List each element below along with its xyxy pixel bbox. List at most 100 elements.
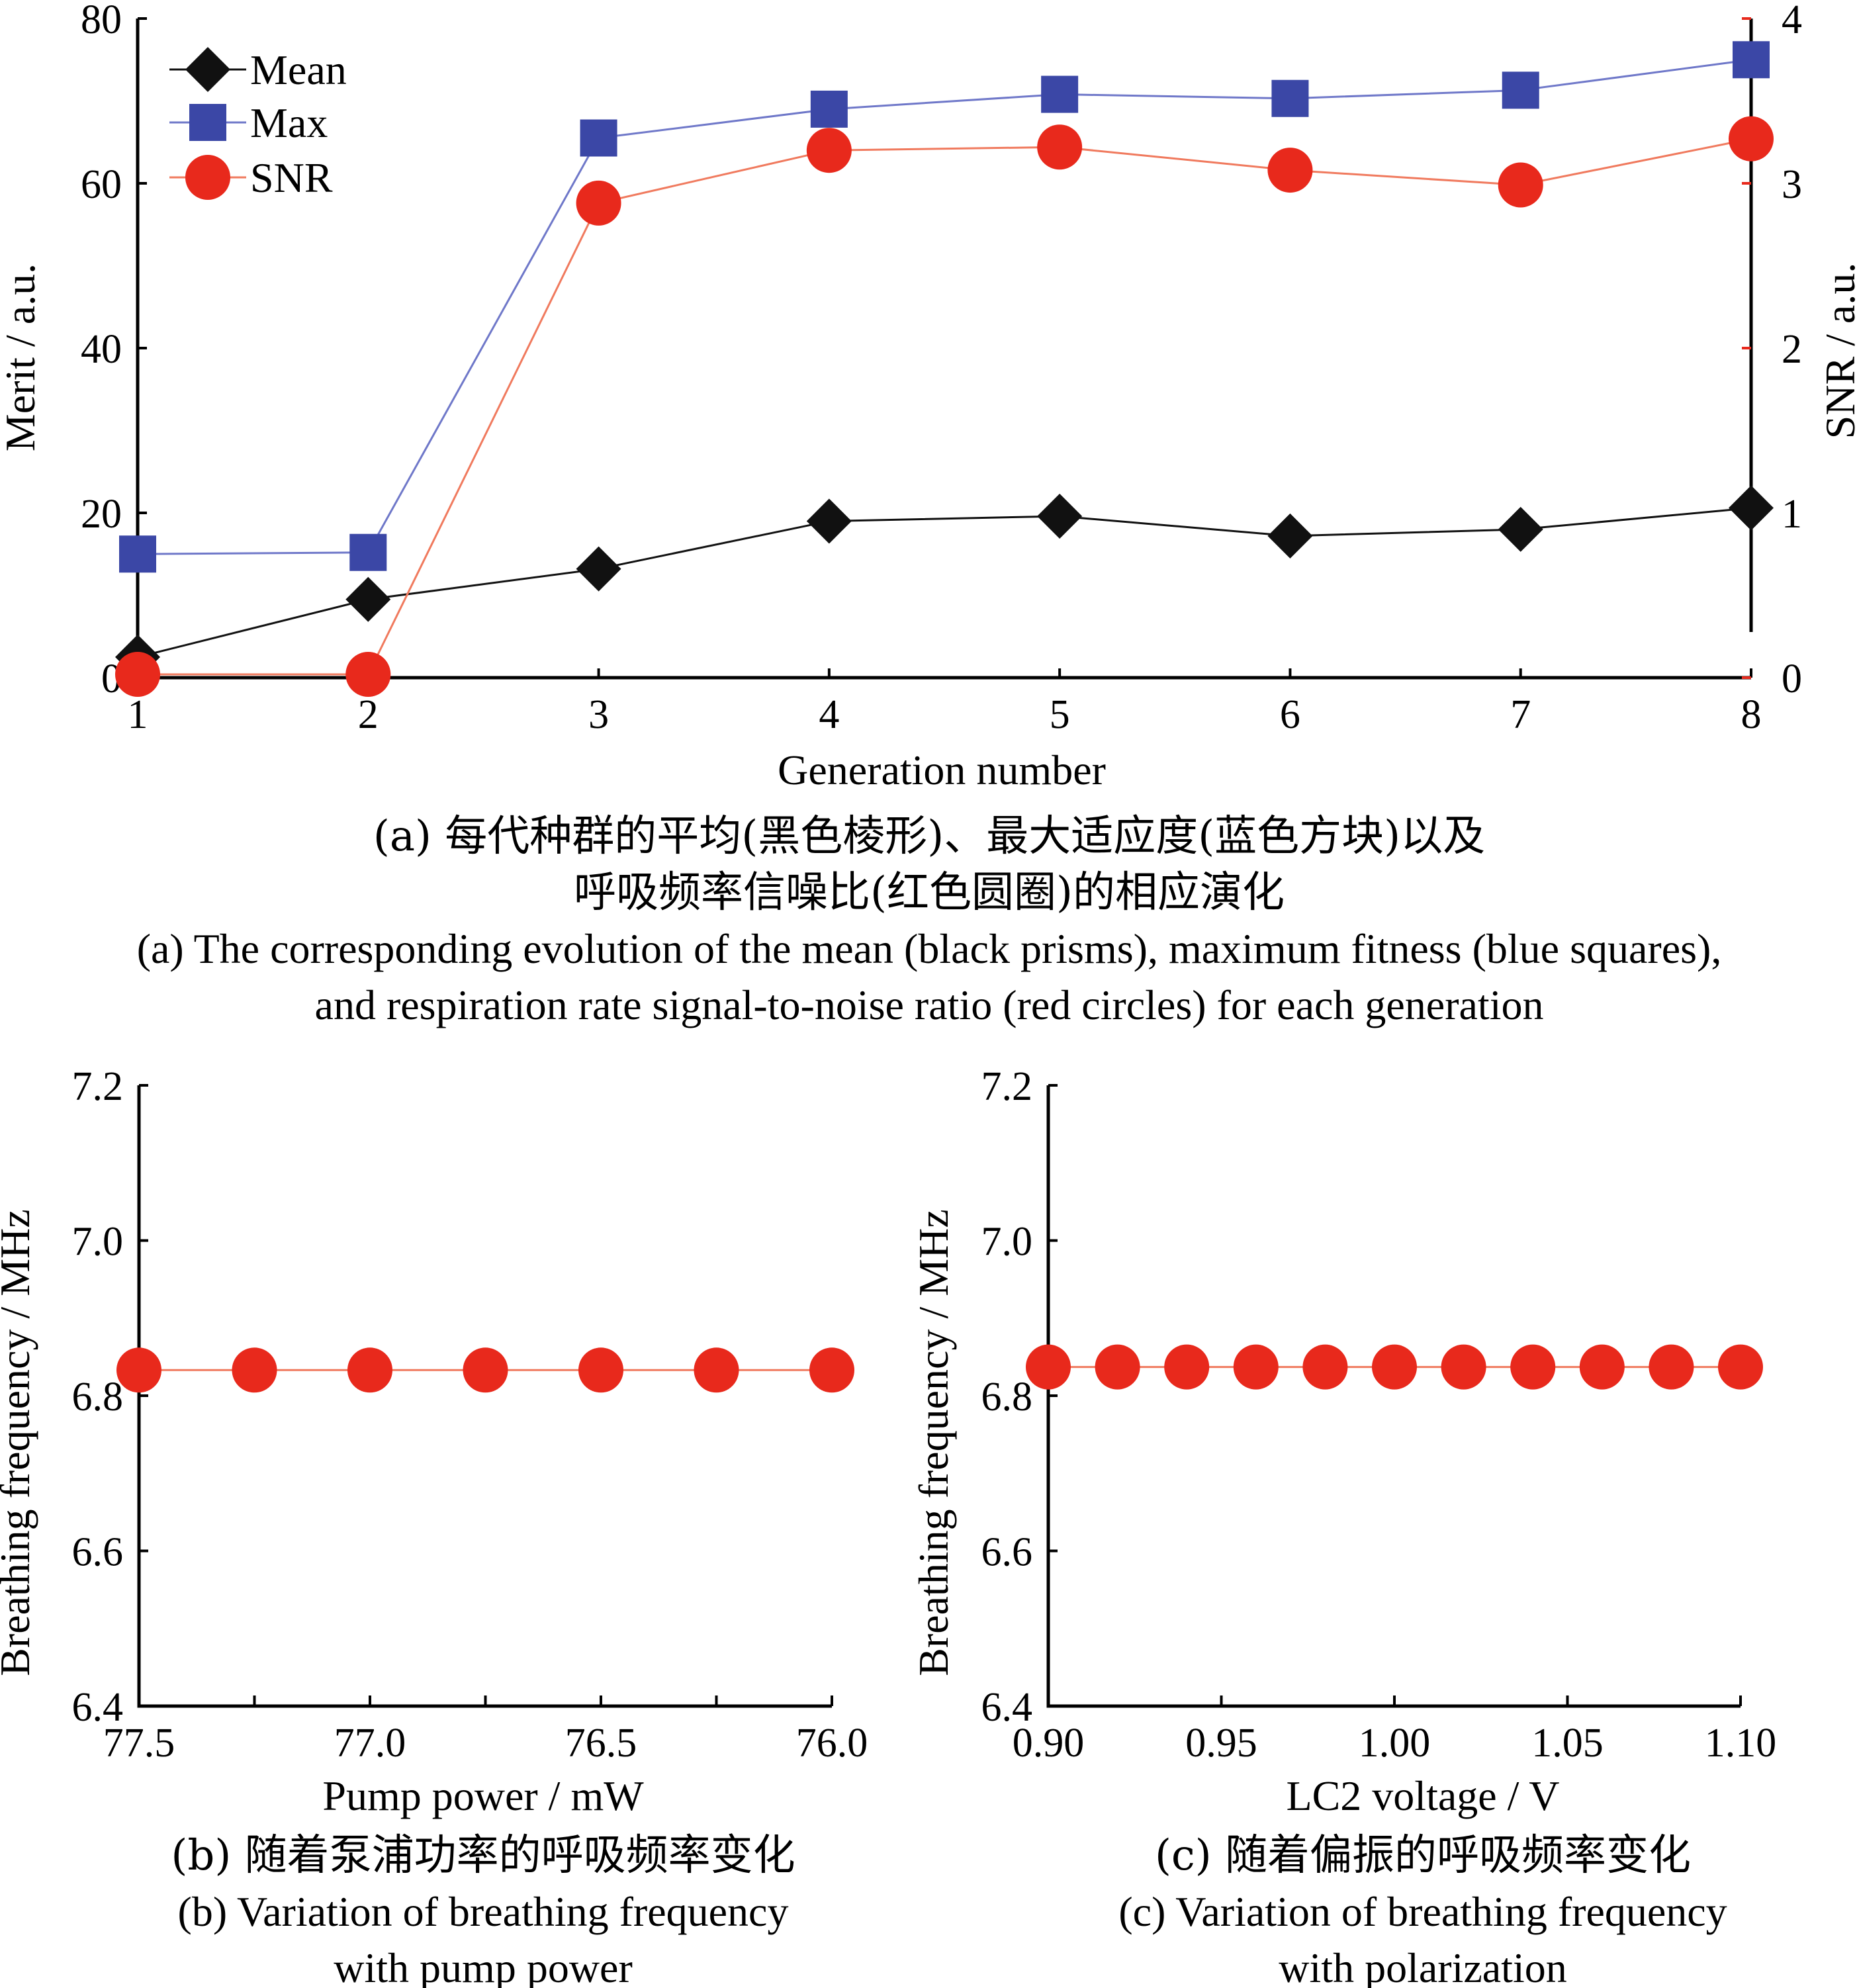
- panel-c-point: [1372, 1344, 1417, 1390]
- legend-mean-marker: [185, 47, 230, 92]
- panel-c-point: [1579, 1344, 1625, 1390]
- caption-b-en-line2: with pump power: [334, 1944, 633, 1988]
- panel-b-x-tick-label: 76.0: [796, 1721, 868, 1766]
- panel-b-point: [463, 1347, 508, 1393]
- panel-a-legend: Mean Max SNR: [169, 46, 347, 201]
- panel-a-mean-point: [576, 546, 621, 592]
- panel-c-point: [1510, 1344, 1556, 1390]
- panel-a-snr-line: [138, 138, 1752, 676]
- legend-snr-label: SNR: [250, 154, 333, 201]
- panel-b-y-axis-title: Breathing frequency / MHz: [0, 1209, 38, 1676]
- panel-a-axis-frame: [136, 19, 1751, 680]
- panel-c-ticks: 6.4 6.6 6.8 7.0 7.2 0.90 0.95 1.00 1.05 1.10: [981, 1064, 1777, 1766]
- panel-b-axis-frame: [137, 1085, 832, 1708]
- panel-c-y-axis-title: Breathing frequency / MHz: [910, 1209, 957, 1676]
- panel-a-y2-axis-title: SNR / a.u.: [1817, 263, 1857, 439]
- panel-b-axes: [137, 1085, 832, 1708]
- panel-b-x-tick-label: 77.0: [334, 1721, 406, 1766]
- panel-c-axis-frame: [1046, 1085, 1741, 1708]
- panel-a-x-tick-label: 1: [128, 692, 148, 737]
- caption-b-en-line1: (b) Variation of breathing frequency: [178, 1888, 789, 1935]
- panel-c-y-tick-label: 6.4: [981, 1685, 1033, 1730]
- panel-c-y-tick-label: 6.6: [981, 1530, 1033, 1575]
- panel-a-max-point: [810, 90, 848, 128]
- panel-a-x-tick-label: 5: [1050, 692, 1070, 737]
- caption-a-en-line1: (a) The corresponding evolution of the m…: [137, 925, 1722, 972]
- panel-a-x-tick-label: 2: [358, 692, 379, 737]
- panel-a-mean-point: [345, 576, 391, 622]
- panel-a-max-point: [349, 533, 387, 571]
- panel-a-y2-tick-label: 1: [1782, 492, 1802, 537]
- panel-c-x-tick-label: 1.00: [1359, 1721, 1431, 1766]
- panel-b-x-tick-label: 76.5: [565, 1721, 637, 1766]
- panel-c-y-tick-label: 7.2: [981, 1064, 1033, 1109]
- panel-b-y-tick-label: 6.6: [72, 1530, 124, 1575]
- caption-c-cn: (c) 随着偏振的呼吸频率变化: [1155, 1831, 1691, 1880]
- panel-c-point: [1026, 1344, 1071, 1390]
- panel-a-snr-point: [576, 180, 621, 226]
- panel-b-series: [116, 1347, 854, 1393]
- panel-a-axes: [136, 19, 1753, 680]
- panel-a-y-axis-title: Merit / a.u.: [0, 263, 44, 451]
- panel-a-x-tick-label: 8: [1741, 692, 1762, 737]
- panel-b-y-tick-label: 7.2: [72, 1064, 124, 1109]
- panel-b-y-tick-label: 6.8: [72, 1375, 124, 1420]
- panel-c-x-tick-label: 1.10: [1705, 1721, 1777, 1766]
- panel-b-point: [232, 1347, 277, 1393]
- panel-a-snr-point: [345, 652, 391, 698]
- panel-a-mean-point: [1498, 506, 1543, 552]
- panel-c-chart: 6.4 6.6 6.8 7.0 7.2 0.90 0.95 1.00 1.05 1.10 LC2 …: [910, 1064, 1776, 1819]
- panel-a-x-tick-label: 7: [1510, 692, 1531, 737]
- legend-max-label: Max: [250, 99, 328, 146]
- legend-mean-label: Mean: [250, 46, 347, 93]
- panel-a-max-point: [1271, 79, 1309, 117]
- panel-a-x-axis-title: Generation number: [778, 746, 1106, 793]
- panel-a-y-tick-label: 40: [81, 327, 122, 372]
- panel-b-y-tick-label: 7.0: [72, 1220, 124, 1265]
- panel-a-snr-point: [115, 652, 160, 698]
- panel-a-y2-tick-label: 4: [1782, 0, 1802, 42]
- panel-c-point: [1095, 1344, 1140, 1390]
- panel-a-max-point: [1733, 41, 1770, 79]
- panel-a-max-point: [580, 119, 617, 157]
- panel-a-mean-point: [1267, 513, 1313, 559]
- panel-a-x-tick-label: 4: [819, 692, 839, 737]
- caption-c-en-line1: (c) Variation of breathing frequency: [1118, 1888, 1727, 1935]
- panel-a-y2-tick-label: 0: [1782, 656, 1802, 701]
- panel-a-snr-point: [1498, 162, 1543, 208]
- panel-c-series: [1026, 1344, 1763, 1390]
- caption-a-cn-line2: 呼吸频率信噪比(红色圆圈)的相应演化: [574, 868, 1285, 917]
- panel-c-x-axis-title: LC2 voltage / V: [1287, 1772, 1560, 1819]
- panel-b-chart: 6.4 6.6 6.8 7.0 7.2 77.5 77.0 76.5 76.0 Pump pow…: [0, 1064, 868, 1819]
- panel-a-max-point: [119, 535, 156, 573]
- panel-b-y-tick-label: 6.4: [72, 1685, 124, 1730]
- panel-c-point: [1649, 1344, 1694, 1390]
- panel-c-x-tick-label: 0.90: [1013, 1721, 1085, 1766]
- panel-a-x-tick-label: 3: [588, 692, 609, 737]
- panel-a-mean-point: [806, 498, 852, 544]
- panel-a-max-line: [137, 58, 1752, 555]
- panel-a-max-point: [1041, 75, 1079, 113]
- panel-a-snr-point: [1729, 116, 1774, 161]
- panel-c-x-tick-label: 1.05: [1531, 1721, 1604, 1766]
- legend-max-marker: [189, 104, 226, 141]
- panel-c-point: [1233, 1344, 1279, 1390]
- caption-c-en-line2: with polarization: [1279, 1944, 1566, 1988]
- panel-b-ticks: 6.4 6.6 6.8 7.0 7.2 77.5 77.0 76.5 76.0: [72, 1064, 868, 1766]
- panel-c-y-tick-label: 7.0: [981, 1220, 1033, 1265]
- caption-b-cn: (b) 随着泵浦功率的呼吸频率变化: [171, 1831, 795, 1880]
- panel-b-point: [116, 1347, 161, 1393]
- panel-c-point: [1441, 1344, 1486, 1390]
- legend-snr-marker: [185, 155, 230, 200]
- panel-b-x-tick-label: 77.5: [103, 1721, 175, 1766]
- panel-a-y-tick-label: 80: [81, 0, 122, 42]
- panel-a-snr-point: [1267, 148, 1313, 193]
- panel-a-snr-point: [806, 128, 852, 173]
- panel-c-point: [1164, 1344, 1210, 1390]
- panel-b-point: [347, 1347, 392, 1393]
- panel-b-x-axis-title: Pump power / mW: [322, 1772, 644, 1819]
- panel-c-point: [1718, 1344, 1763, 1390]
